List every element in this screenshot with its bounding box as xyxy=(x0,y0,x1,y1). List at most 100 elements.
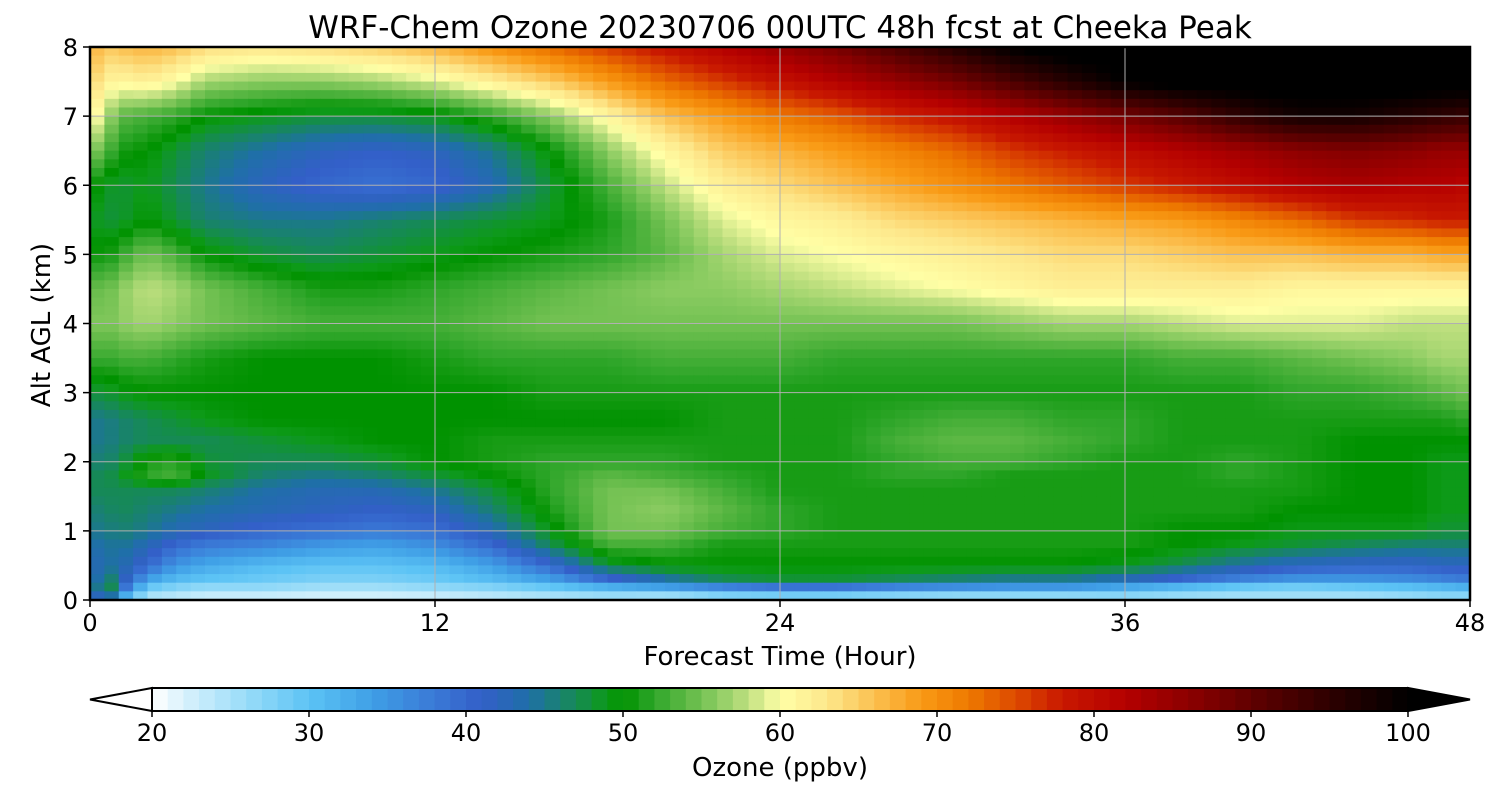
heatmap-cell xyxy=(593,435,609,446)
heatmap-cell xyxy=(1268,228,1284,238)
heatmap-cell xyxy=(1211,185,1227,195)
heatmap-cell xyxy=(176,487,192,497)
heatmap-cell xyxy=(1441,375,1457,385)
heatmap-cell xyxy=(449,142,465,152)
heatmap-cell xyxy=(492,47,508,57)
heatmap-cell xyxy=(650,332,666,342)
heatmap-cell xyxy=(161,150,177,160)
heatmap-cell xyxy=(952,81,968,91)
heatmap-cell xyxy=(1311,461,1327,471)
heatmap-cell xyxy=(1297,323,1313,333)
heatmap-cell xyxy=(262,159,278,169)
heatmap-cell xyxy=(1024,237,1040,247)
heatmap-cell xyxy=(679,150,695,160)
heatmap-cell xyxy=(621,323,637,333)
heatmap-cell xyxy=(1038,418,1054,428)
heatmap-cell xyxy=(837,185,853,195)
heatmap-cell xyxy=(1125,383,1140,394)
heatmap-cell xyxy=(363,124,379,135)
heatmap-cell xyxy=(1153,228,1169,238)
heatmap-cell xyxy=(205,349,220,359)
heatmap-cell xyxy=(966,323,982,333)
heatmap-cell xyxy=(449,470,465,480)
heatmap-cell xyxy=(391,64,407,74)
heatmap-cell xyxy=(708,366,724,376)
heatmap-cell xyxy=(1038,159,1054,169)
heatmap-cell xyxy=(722,383,738,394)
heatmap-cell xyxy=(535,228,551,238)
heatmap-cell xyxy=(966,150,982,160)
heatmap-cell xyxy=(348,98,364,109)
heatmap-cell xyxy=(90,496,105,506)
heatmap-cell xyxy=(636,202,652,212)
heatmap-cell xyxy=(1383,358,1399,368)
heatmap-cell xyxy=(1211,306,1227,316)
heatmap-cell xyxy=(1383,461,1399,471)
heatmap-cell xyxy=(190,176,206,186)
heatmap-cell xyxy=(1053,383,1069,394)
heatmap-cell xyxy=(1096,81,1112,91)
heatmap-cell xyxy=(463,245,479,255)
heatmap-cell xyxy=(1125,366,1140,376)
heatmap-cell xyxy=(478,487,494,497)
heatmap-cell xyxy=(478,409,494,420)
heatmap-cell xyxy=(895,116,910,126)
heatmap-cell xyxy=(1426,245,1442,255)
heatmap-cell xyxy=(578,219,594,230)
heatmap-cell xyxy=(823,297,839,307)
heatmap-cell xyxy=(1125,116,1140,126)
heatmap-cell xyxy=(780,254,795,264)
heatmap-cell xyxy=(1182,176,1198,186)
heatmap-cell xyxy=(794,358,810,368)
heatmap-cell xyxy=(621,375,637,385)
heatmap-cell xyxy=(161,263,177,273)
heatmap-cell xyxy=(866,358,882,368)
heatmap-cell xyxy=(823,167,839,178)
heatmap-cell xyxy=(550,193,565,204)
heatmap-cell xyxy=(248,47,264,57)
heatmap-cell xyxy=(866,349,882,359)
heatmap-cell xyxy=(1355,237,1370,247)
heatmap-cell xyxy=(1139,461,1155,471)
heatmap-cell xyxy=(147,124,163,135)
heatmap-cell xyxy=(1383,409,1399,420)
heatmap-cell xyxy=(1355,245,1370,255)
heatmap-cell xyxy=(1254,418,1270,428)
heatmap-cell xyxy=(248,340,264,351)
heatmap-cell xyxy=(1211,323,1227,333)
heatmap-cell xyxy=(1441,383,1457,394)
heatmap-cell xyxy=(1240,392,1255,402)
heatmap-cell xyxy=(966,271,982,281)
heatmap-cell xyxy=(851,314,867,325)
heatmap-cell xyxy=(492,314,508,325)
heatmap-cell xyxy=(722,124,738,135)
heatmap-cell xyxy=(161,358,177,368)
heatmap-cell xyxy=(794,418,810,428)
heatmap-cell xyxy=(334,47,350,57)
heatmap-cell xyxy=(320,479,335,489)
heatmap-cell xyxy=(1355,470,1370,480)
heatmap-cell xyxy=(219,116,235,126)
heatmap-cell xyxy=(334,479,350,489)
heatmap-cell xyxy=(722,332,738,342)
heatmap-cell xyxy=(823,470,839,480)
heatmap-cell xyxy=(708,167,724,178)
heatmap-cell xyxy=(794,401,810,411)
heatmap-cell xyxy=(1268,461,1284,471)
heatmap-cell xyxy=(205,81,220,91)
heatmap-cell xyxy=(665,150,680,160)
heatmap-cell xyxy=(147,288,163,299)
heatmap-cell xyxy=(449,98,465,109)
heatmap-cell xyxy=(1038,133,1054,143)
heatmap-cell xyxy=(650,72,666,83)
heatmap-cell xyxy=(1297,116,1313,126)
heatmap-cell xyxy=(391,124,407,135)
heatmap-cell xyxy=(722,470,738,480)
heatmap-cell xyxy=(276,418,292,428)
heatmap-cell xyxy=(880,133,896,143)
heatmap-cell xyxy=(1024,245,1040,255)
heatmap-cell xyxy=(895,306,910,316)
heatmap-cell xyxy=(320,314,335,325)
heatmap-cell xyxy=(1254,193,1270,204)
